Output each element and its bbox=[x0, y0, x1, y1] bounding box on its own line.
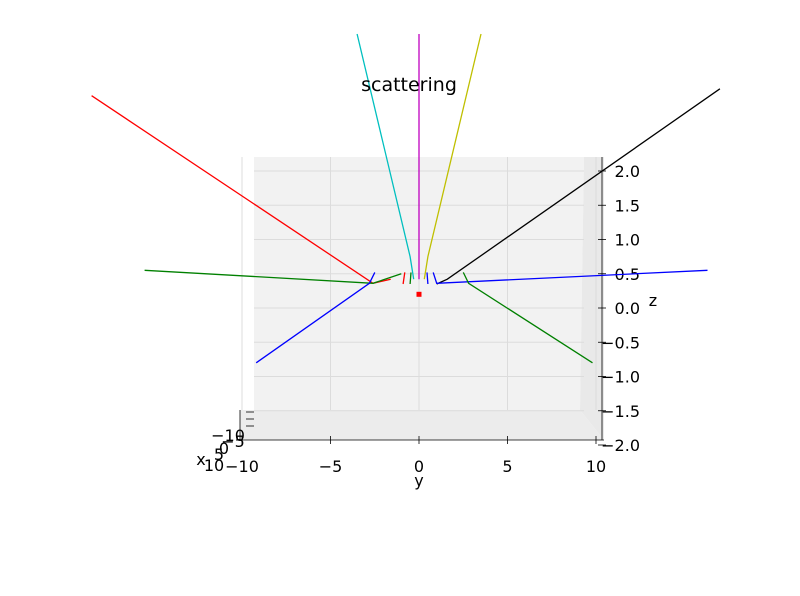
y-axis-label: y bbox=[414, 471, 423, 490]
trajectory-line-10 bbox=[402, 272, 406, 285]
x-tick-label: −5 bbox=[221, 432, 245, 451]
z-tick-label: −1.0 bbox=[601, 368, 640, 387]
trajectory-line-2 bbox=[356, 33, 415, 280]
z-axis-ticks: −2.0−1.5−1.0−0.50.00.51.01.52.0 bbox=[598, 162, 640, 455]
x-axis-label: x bbox=[196, 450, 205, 469]
z-tick-label: 0.0 bbox=[615, 299, 640, 318]
y-tick-label: 10 bbox=[586, 457, 606, 476]
x-tick-label: 10 bbox=[204, 456, 224, 475]
z-tick-label: −0.5 bbox=[601, 333, 640, 352]
trajectory-line-8 bbox=[432, 269, 708, 284]
trajectory-line-9 bbox=[462, 272, 593, 364]
z-tick-label: 2.0 bbox=[615, 162, 640, 181]
y-tick-label: −10 bbox=[225, 457, 259, 476]
trajectory-line-4 bbox=[423, 33, 482, 280]
x-tick-label: 0 bbox=[219, 439, 229, 458]
x-tick-label: 5 bbox=[214, 445, 224, 464]
trajectory-line-12 bbox=[426, 272, 429, 285]
y-tick-label: 0 bbox=[414, 457, 424, 476]
trajectory-line-5 bbox=[436, 88, 721, 285]
y-tick-label: −5 bbox=[319, 457, 343, 476]
series bbox=[91, 33, 721, 364]
trajectory-line-11 bbox=[409, 272, 412, 285]
z-tick-label: −1.5 bbox=[601, 402, 640, 421]
z-axis-label: z bbox=[649, 291, 657, 310]
trajectory-line-7 bbox=[255, 272, 376, 364]
x-axis-ticks: −10 −5 0 5 10 bbox=[204, 411, 254, 475]
z-tick-label: 1.5 bbox=[615, 196, 640, 215]
z-tick-label: −2.0 bbox=[601, 436, 640, 455]
target-marker bbox=[416, 291, 422, 297]
x-tick-label: −10 bbox=[211, 426, 245, 445]
z-tick-label: 1.0 bbox=[615, 231, 640, 250]
chart-title: scattering bbox=[361, 74, 457, 96]
trajectory-line-6 bbox=[144, 269, 402, 284]
y-axis-ticks: −10 −5 0 5 10 bbox=[225, 436, 606, 476]
pane-back bbox=[240, 157, 604, 440]
y-tick-label: 5 bbox=[502, 457, 512, 476]
